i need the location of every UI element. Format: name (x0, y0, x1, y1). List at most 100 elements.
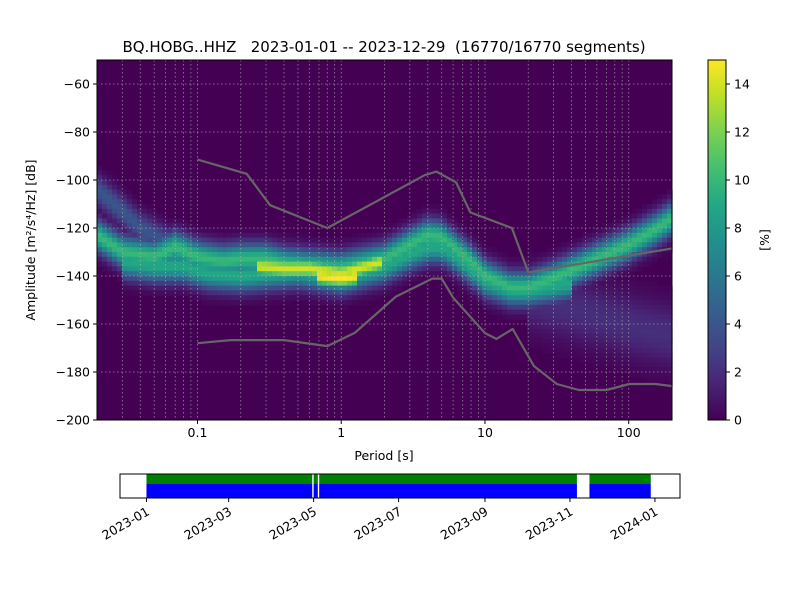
heatmap-cell (647, 333, 653, 339)
heatmap-cell (152, 261, 158, 267)
heatmap-cell (652, 309, 658, 315)
heatmap-cell (607, 295, 613, 301)
heatmap-cell (352, 247, 358, 253)
heatmap-cell (597, 328, 603, 335)
heatmap-cell (487, 252, 493, 258)
heatmap-cell (417, 247, 423, 253)
heatmap-cell (372, 242, 378, 248)
heatmap-cell (302, 247, 308, 253)
heatmap-cell (127, 208, 133, 215)
heatmap-cell (477, 280, 483, 287)
heatmap-cell (452, 276, 458, 282)
heatmap-cell (352, 237, 358, 243)
heatmap-cell (337, 280, 343, 287)
heatmap-cell (657, 252, 663, 258)
heatmap-cell (597, 261, 603, 267)
heatmap-cell (122, 223, 128, 229)
heatmap-cell (592, 324, 598, 330)
heatmap-cell (642, 357, 648, 363)
heatmap-cell (607, 319, 613, 325)
heatmap-cell (567, 328, 573, 335)
heatmap-cell (187, 237, 193, 243)
heatmap-cell (592, 333, 598, 339)
heatmap-cell (227, 252, 233, 258)
heatmap-cell (147, 256, 153, 263)
heatmap-cell (327, 271, 333, 277)
heatmap-cell (567, 276, 573, 282)
heatmap-cell (192, 295, 198, 301)
heatmap-cell (577, 314, 583, 320)
heatmap-cell (647, 237, 653, 243)
heatmap-cell (97, 218, 103, 224)
heatmap-cell (157, 247, 163, 253)
heatmap-cell (537, 338, 543, 344)
heatmap-cell (602, 285, 608, 291)
heatmap-cell (617, 304, 623, 311)
heatmap-cell (557, 352, 563, 359)
heatmap-cell (477, 261, 483, 267)
heatmap-cell (427, 232, 433, 239)
heatmap-cell (632, 367, 638, 373)
heatmap-cell (107, 184, 113, 191)
heatmap-cell (357, 300, 363, 306)
heatmap-cell (477, 237, 483, 243)
heatmap-cell (107, 170, 113, 176)
heatmap-cell (547, 290, 553, 296)
heatmap-cell (232, 237, 238, 243)
heatmap-cell (352, 261, 358, 267)
heatmap-cell (242, 247, 248, 253)
heatmap-cell (457, 237, 463, 243)
heatmap-cell (637, 333, 643, 339)
heatmap-cell (552, 338, 558, 344)
heatmap-cell (577, 338, 583, 344)
heatmap-cell (377, 242, 383, 248)
heatmap-cell (262, 237, 268, 243)
heatmap-cell (422, 237, 428, 243)
heatmap-cell (487, 261, 493, 267)
heatmap-cell (262, 256, 268, 263)
heatmap-cell (142, 290, 148, 296)
heatmap-cell (382, 247, 388, 253)
heatmap-cell (587, 261, 593, 267)
heatmap-cell (417, 266, 423, 272)
colorbar-tick-label: 6 (734, 269, 742, 284)
heatmap-cell (172, 247, 178, 253)
heatmap-cell (422, 252, 428, 258)
heatmap-cell (247, 290, 253, 296)
heatmap-cell (197, 290, 203, 296)
heatmap-cell (202, 295, 208, 301)
heatmap-cell (572, 247, 578, 253)
heatmap-cell (527, 304, 533, 311)
heatmap-cell (607, 223, 613, 229)
heatmap-cell (442, 237, 448, 243)
heatmap-cell (587, 256, 593, 263)
heatmap-cell (162, 276, 168, 282)
heatmap-cell (112, 204, 118, 210)
heatmap-cell (212, 228, 218, 234)
heatmap-cell (222, 261, 228, 267)
heatmap-cell (267, 228, 273, 234)
heatmap-cell (657, 324, 663, 330)
heatmap-cell (537, 256, 543, 263)
heatmap-cell (632, 213, 638, 219)
heatmap-cell (392, 242, 398, 248)
heatmap-cell (582, 242, 588, 248)
heatmap-cell (462, 276, 468, 282)
heatmap-cell (312, 300, 318, 306)
heatmap-cell (617, 218, 623, 224)
heatmap-cell (167, 276, 173, 282)
heatmap-cell (607, 304, 613, 311)
heatmap-cell (437, 256, 443, 263)
heatmap-cell (442, 213, 448, 219)
heatmap-cell (447, 261, 453, 267)
heatmap-cell (387, 232, 393, 239)
heatmap-cell (157, 228, 163, 234)
heatmap-cell (537, 300, 543, 306)
heatmap-cell (447, 228, 453, 234)
heatmap-cell (652, 348, 658, 354)
heatmap-cell (647, 367, 653, 373)
heatmap-cell (152, 208, 158, 215)
heatmap-cell (257, 276, 263, 282)
heatmap-cell (122, 242, 128, 248)
heatmap-cell (627, 304, 633, 311)
